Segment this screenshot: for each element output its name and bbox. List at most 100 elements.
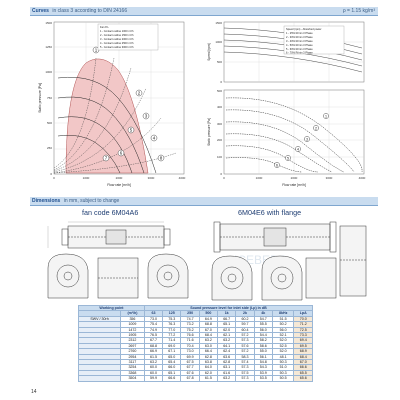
table-cell: 59.9	[143, 375, 164, 382]
left-circle-label: 3	[145, 114, 148, 119]
right-curve-label: 2	[315, 126, 317, 130]
right-ytick-top: 0	[220, 80, 222, 84]
table-head-sound: Sound pressure level for inlet side (Lp)…	[143, 304, 314, 312]
table-cell: 65.5	[293, 369, 313, 377]
table-row: 2760 66.9 67.1 73.0 66.4 62.4 57.2 55.0 52.0 68.9	[77, 348, 313, 355]
table-cell: 63.2	[217, 375, 237, 382]
left-circle-label: 7	[105, 156, 108, 161]
dimensions-title: Dimensions	[32, 198, 61, 204]
left-ytick: 250	[47, 146, 52, 150]
dimensions-subtitle: in mm, subject to change	[63, 198, 120, 204]
table-cell: 67.8	[180, 375, 200, 382]
table-cell: 50.3	[271, 369, 295, 377]
table-cell	[77, 375, 122, 382]
table-cell: 68.4	[293, 353, 313, 361]
left-legend-item: 1 - Contact outline 1000 m³/h	[100, 29, 134, 33]
left-xtick: 0	[53, 176, 55, 180]
left-xtick: 1000	[83, 176, 90, 180]
table-cell: 68.9	[293, 348, 313, 355]
table-row: 3504 59.9 66.6 67.8 61.5 63.2 57.3 53.5 50.5 65.6	[77, 375, 313, 382]
table-cell: 56.0	[271, 326, 295, 334]
table-cell: 71.2	[293, 321, 313, 328]
table-cell: 57.3	[235, 375, 255, 382]
left-circle-label: 4	[153, 136, 156, 141]
right-ytick-bottom: 500	[217, 89, 222, 93]
right-curve-label: 3	[306, 137, 308, 141]
left-xtick: 3000	[148, 176, 155, 180]
table-subheader-cell: LpA	[293, 310, 313, 317]
table-row: 3254 60.0 66.0 67.7 64.0 63.1 57.3 54.3 51.0 66.6	[77, 364, 313, 371]
right-legend-item: 6 - 70% R/min 3 Phase	[286, 51, 313, 55]
dimensions-header-band: Dimensions in mm, subject to change	[30, 197, 378, 206]
right-curve-label: 6	[276, 163, 278, 167]
table-row: 2697 68.8 69.0 70.4 63.0 64.1 57.6 58.6 52.5 69.5	[77, 342, 313, 350]
left-circle-label: 6	[120, 151, 123, 156]
right-xtick: 4000	[359, 176, 366, 180]
right-ytick-top: 500	[217, 60, 222, 64]
table-cell: 65.6	[293, 375, 313, 382]
curves-title: Curves	[32, 8, 49, 14]
table-cell: 69.4	[293, 337, 313, 344]
left-ytick: 0	[50, 172, 52, 176]
table-subheader-cell: 8kHz	[271, 310, 295, 317]
left-ytick: 1000	[45, 70, 52, 74]
fan-code-right-label: 6M04E6 with flange	[238, 208, 302, 217]
left-fan-drawing	[36, 218, 196, 304]
right-performance-chart: Speed (rpm) - Absorbed power 1 - 25% R/m…	[204, 18, 374, 193]
left-circle-label: 1	[95, 48, 98, 53]
table-cell: 66.6	[162, 375, 182, 382]
right-ytick-top: 1500	[215, 21, 222, 25]
right-legend-item: 1 - 25% R/min 3 Phase	[286, 31, 313, 35]
right-xtick: 3000	[326, 176, 333, 180]
right-legend-item: Speed (rpm) - Absorbed power	[286, 27, 322, 31]
table-cell: 51.0	[271, 364, 295, 371]
left-ytick: 1500	[45, 21, 52, 25]
right-ylabel-top: Speed [rpm]	[207, 43, 211, 60]
left-circle-label: 5	[130, 128, 133, 133]
right-legend-item: 2 - 30% R/min 3 Phase	[286, 35, 313, 39]
right-ytick-bottom: 200	[217, 138, 222, 142]
left-xtick: 2000	[116, 176, 123, 180]
curves-subtitle: in class 3 according to DIN 24166	[52, 8, 128, 14]
table-cell: 52.1	[271, 331, 295, 339]
right-curve-label: 5	[287, 156, 289, 160]
left-ytick: 1250	[45, 45, 52, 49]
table-cell: 70.0	[293, 315, 313, 323]
table-cell: 61.5	[198, 375, 219, 382]
left-legend-item: 3 - Contact outline 2000 m³/h	[100, 37, 134, 41]
table-subheader-row: (m³/h) 63 125 250 500 1k 2k 4k 8kHz LpA	[77, 310, 313, 317]
table-cell: 50.2	[271, 321, 295, 328]
table-row: 1009 75.4 76.3 73.2 68.8 65.1 59.7 55.5 50.2 71.2	[77, 321, 313, 328]
curves-header-band: Curves in class 3 according to DIN 24166…	[30, 7, 378, 16]
right-xtick: 0	[223, 176, 225, 180]
right-ylabel-bottom: Static pressure [Pa]	[207, 118, 211, 146]
table-cell: 72.5	[293, 326, 313, 334]
right-ytick-bottom: 0	[220, 172, 222, 176]
table-cell: 52.0	[271, 337, 295, 344]
right-ytick-top: 1000	[215, 40, 222, 44]
right-xtick: 1000	[256, 176, 263, 180]
left-legend-item: Fan 8 L	[100, 25, 109, 29]
table-cell: 50.3	[271, 359, 295, 366]
table-row: 2954 61.5 65.0 69.9 62.8 63.6 58.3 56.1 48.1 68.4	[77, 353, 313, 361]
table-cell: SWV / 30rh	[77, 315, 122, 323]
right-curve-label: 1	[325, 114, 327, 118]
table-cell: 52.0	[271, 348, 295, 355]
table-cell: 67.0	[293, 359, 313, 366]
left-xtick: 4000	[179, 176, 186, 180]
right-xlabel: Flow rate [m³/h]	[282, 183, 306, 187]
table-cell: 3504	[120, 375, 145, 382]
right-ytick-bottom: 100	[217, 155, 222, 159]
table-row: 3117 63.2 65.4 67.5 63.8 62.8 57.4 54.8 50.3 67.0	[77, 359, 313, 366]
left-legend-item: 2 - Contact outline 1500 m³/h	[100, 33, 134, 37]
table-body: SWV / 30rh 356 73.0 75.3 74.7 64.9 66.7 60.2 54.…	[77, 315, 313, 382]
left-xlabel: Flow rate [m³/h]	[107, 183, 131, 187]
left-circle-label: 8	[160, 156, 163, 161]
table-cell: 53.5	[253, 375, 273, 382]
table-row: 1905 76.5 77.2 76.6 68.4 62.1 57.2 54.4 52.1 73.3	[77, 331, 313, 339]
table-cell: 69.5	[293, 342, 313, 350]
table-cell: 52.5	[271, 342, 295, 350]
left-ytick: 500	[47, 121, 52, 125]
fan-code-left-label: fan code 6M04A6	[82, 208, 139, 217]
table-row: 2312 67.7 71.4 71.6 63.2 63.2 57.3 58.2 52.0 69.4	[77, 337, 313, 344]
